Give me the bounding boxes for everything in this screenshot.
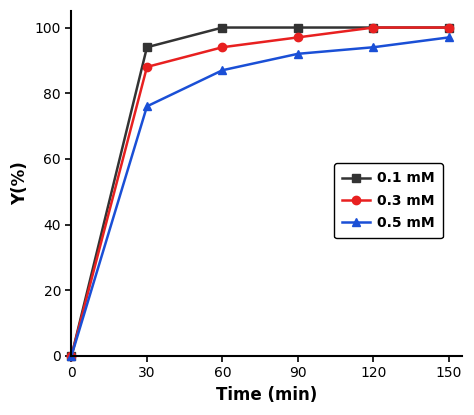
0.1 mM [295, 25, 301, 30]
0.5 mM [219, 68, 225, 73]
0.1 mM [144, 45, 150, 50]
Line: 0.5 mM: 0.5 mM [67, 33, 453, 360]
0.5 mM [295, 51, 301, 56]
0.5 mM [69, 354, 74, 359]
Line: 0.1 mM: 0.1 mM [67, 23, 453, 360]
0.3 mM [371, 25, 376, 30]
Legend: 0.1 mM, 0.3 mM, 0.5 mM: 0.1 mM, 0.3 mM, 0.5 mM [334, 163, 443, 239]
0.3 mM [144, 64, 150, 69]
0.1 mM [69, 354, 74, 359]
0.1 mM [371, 25, 376, 30]
0.5 mM [371, 45, 376, 50]
0.3 mM [446, 25, 452, 30]
0.5 mM [446, 35, 452, 40]
0.1 mM [446, 25, 452, 30]
Y-axis label: Y(%): Y(%) [11, 161, 29, 205]
0.3 mM [295, 35, 301, 40]
X-axis label: Time (min): Time (min) [216, 386, 317, 404]
Line: 0.3 mM: 0.3 mM [67, 23, 453, 360]
0.1 mM [219, 25, 225, 30]
0.3 mM [69, 354, 74, 359]
0.3 mM [219, 45, 225, 50]
0.5 mM [144, 104, 150, 109]
